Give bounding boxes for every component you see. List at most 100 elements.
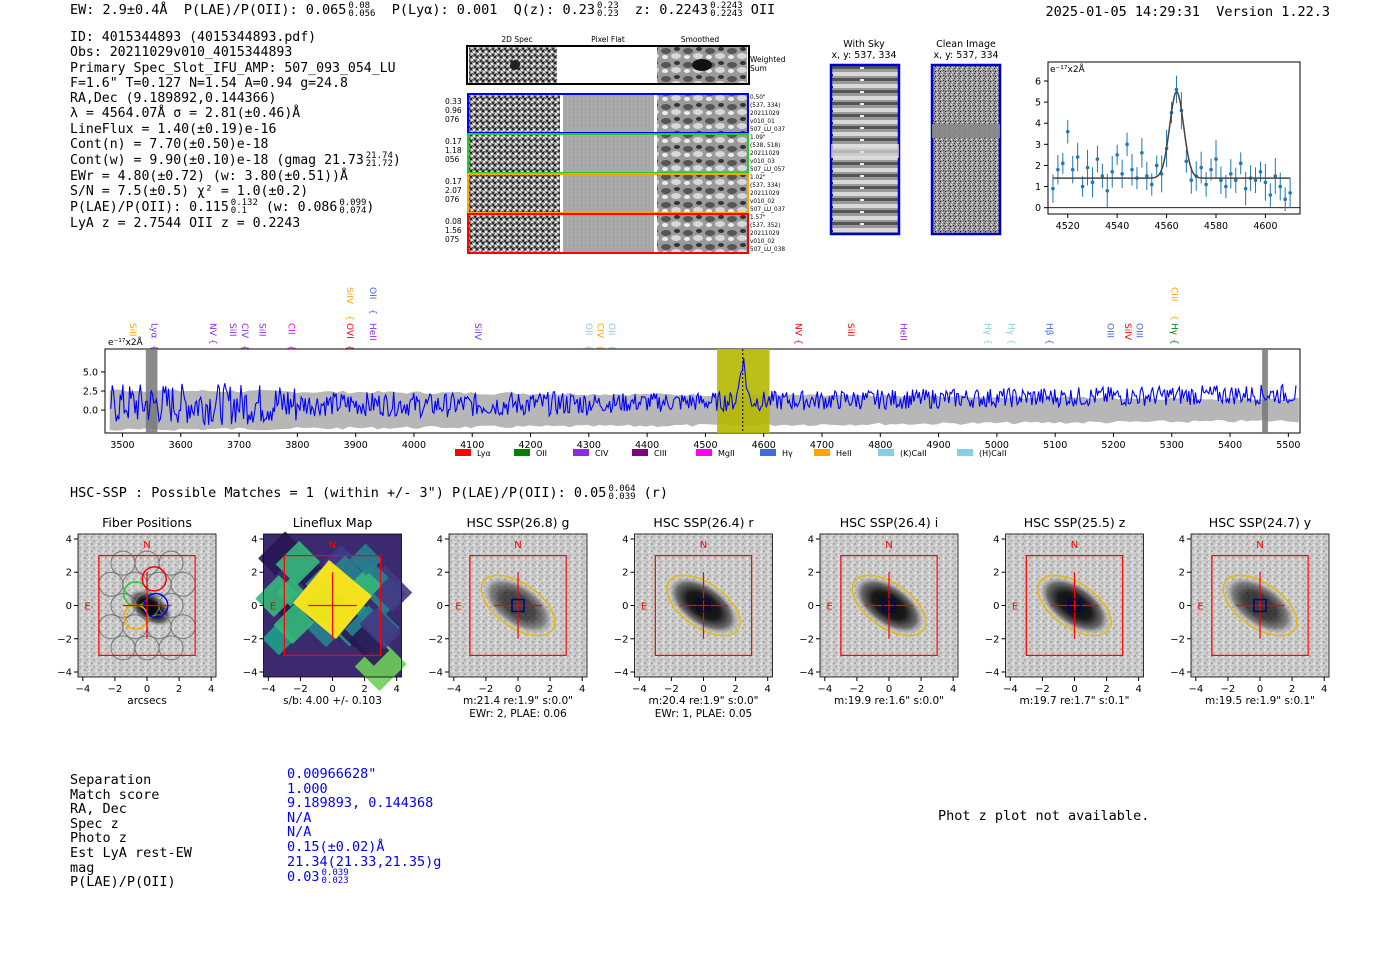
fit-data-point bbox=[1209, 167, 1213, 172]
fit-data-point bbox=[1140, 150, 1144, 155]
fit-data-point bbox=[1130, 167, 1134, 172]
svg-text:OIII: OIII bbox=[1105, 323, 1115, 338]
catalog-match-box bbox=[882, 598, 896, 613]
spectrum-x-tick-label: 5500 bbox=[1276, 440, 1300, 451]
cutout-right-label: (537, 352) bbox=[750, 223, 780, 229]
label-photo-z: Photo z bbox=[70, 830, 127, 847]
svg-text:SiII: SiII bbox=[227, 323, 237, 337]
value-lya-ew: 0.15(±0.02)Å bbox=[287, 838, 385, 855]
img-y-tick-label: −4 bbox=[614, 668, 629, 679]
img-x-tick-label: −4 bbox=[446, 684, 461, 695]
value-separation: 0.00966628" bbox=[287, 766, 377, 782]
spectrum-x-tick-label: 3900 bbox=[344, 440, 368, 451]
spectrum-x-tick-label: 5000 bbox=[985, 440, 1009, 451]
cutout-right-label: (537, 334) bbox=[750, 103, 780, 109]
fit-x-tick-label: 4580 bbox=[1204, 221, 1228, 232]
spectrum-error-band bbox=[109, 389, 1299, 431]
svg-text:{: { bbox=[583, 345, 593, 351]
img-x-tick-label: 2 bbox=[547, 684, 553, 695]
svg-text:{: { bbox=[1043, 339, 1053, 345]
img-x-tick-label: −4 bbox=[261, 684, 276, 695]
label-spec-z: Spec z bbox=[70, 815, 119, 832]
img-x-tick-label: 0 bbox=[1071, 684, 1077, 695]
cutout-right-label: 507_LU_038 bbox=[750, 247, 785, 253]
img-x-tick-label: 0 bbox=[144, 684, 150, 695]
img-x-tick-label: −2 bbox=[108, 684, 123, 695]
img-x-tick-label: 0 bbox=[515, 684, 521, 695]
img-x-tick-label: 2 bbox=[1103, 684, 1109, 695]
svg-text:OII: OII bbox=[583, 323, 593, 335]
svg-text:OII: OII bbox=[606, 323, 616, 335]
header-plae: P(LAE)/P(OII): 0.065 bbox=[183, 2, 347, 18]
svg-text:{: { bbox=[344, 315, 354, 321]
cutout-right-label: v010_02 bbox=[750, 199, 775, 205]
fit-data-point bbox=[1174, 87, 1179, 92]
header-ew: EW: 2.9±0.4Å bbox=[70, 2, 168, 18]
image-panel-caption: s/b: 4.00 +/- 0.103 bbox=[283, 695, 382, 707]
search-box bbox=[840, 555, 938, 656]
svg-text:CIV: CIV bbox=[239, 323, 249, 339]
img-x-tick-label: −2 bbox=[479, 684, 494, 695]
fit-data-point bbox=[1238, 161, 1243, 166]
header-plae-range: 0.08 0.056 bbox=[348, 1, 376, 19]
cutout-right-label: 1.02" bbox=[750, 175, 766, 181]
spectrum-x-tick-label: 4200 bbox=[518, 440, 542, 451]
legend-swatch bbox=[814, 449, 830, 456]
legend-label: (K)CaII bbox=[900, 449, 927, 458]
value-radec: 9.189893, 0.144368 bbox=[287, 795, 434, 812]
legend-swatch bbox=[632, 449, 648, 456]
hsc-band: (r) bbox=[643, 485, 669, 501]
fit-y-tick-label: 6 bbox=[1035, 77, 1041, 88]
col-header-2dspec: 2D Spec bbox=[501, 35, 532, 44]
clean-image bbox=[930, 63, 1002, 236]
fit-data-point bbox=[1110, 169, 1115, 174]
label-match-score: Match score bbox=[70, 786, 160, 803]
legend-label: CIII bbox=[654, 449, 667, 458]
legend-swatch bbox=[573, 449, 589, 456]
search-box bbox=[98, 555, 196, 656]
cutout-right-label: 507_LU_037 bbox=[750, 207, 785, 213]
svg-text:CII: CII bbox=[286, 323, 296, 335]
fit-data-point bbox=[1095, 157, 1100, 161]
img-y-tick-label: 0 bbox=[251, 601, 257, 612]
detection-info: ID: 4015344893 (4015344893.pdf) Obs: 202… bbox=[70, 30, 401, 231]
legend-label: MgII bbox=[718, 449, 735, 458]
img-y-tick-label: −2 bbox=[985, 634, 1000, 645]
cutout-row-frame bbox=[467, 213, 749, 254]
svg-text:{: { bbox=[1006, 339, 1016, 345]
img-y-tick-label: −2 bbox=[428, 634, 443, 645]
info-obs: Obs: 20211029v010_4015344893 bbox=[70, 45, 293, 61]
aperture-ellipse bbox=[1037, 574, 1112, 637]
svg-text:OIII: OIII bbox=[1134, 323, 1144, 338]
label-mag: mag bbox=[70, 859, 95, 876]
spectrum-x-tick-label: 4400 bbox=[635, 440, 659, 451]
legend-swatch bbox=[760, 449, 776, 456]
value-photo-z: N/A bbox=[287, 824, 312, 841]
label-separation: Separation bbox=[70, 772, 152, 788]
with-sky-title: With Sky bbox=[843, 39, 885, 50]
fit-y-tick-label: 1 bbox=[1035, 182, 1041, 193]
legend-swatch bbox=[696, 449, 712, 456]
fit-x-tick-label: 4540 bbox=[1105, 221, 1129, 232]
match-labels: Separation Match score RA, Dec Spec z Ph… bbox=[70, 773, 192, 890]
match-values: 0.00966628" 1.000 9.189893, 0.144368 N/A… bbox=[287, 766, 441, 886]
fit-x-tick-label: 4560 bbox=[1154, 221, 1178, 232]
label-plae: P(LAE)/P(OII) bbox=[70, 874, 176, 891]
fit-data-point bbox=[1268, 193, 1273, 197]
fit-data-point bbox=[1120, 172, 1124, 176]
header-z: z: 0.2243 bbox=[634, 2, 709, 18]
image-panel-title: HSC SSP(26.4) i bbox=[840, 515, 938, 530]
search-box bbox=[469, 555, 567, 656]
legend-swatch bbox=[455, 449, 471, 456]
img-y-tick-label: −2 bbox=[57, 634, 72, 645]
fiber-circle bbox=[110, 550, 136, 576]
aperture-ellipse bbox=[851, 574, 927, 637]
img-x-tick-label: 0 bbox=[329, 684, 335, 695]
fit-data-point bbox=[1278, 184, 1283, 189]
svg-text:{: { bbox=[793, 339, 803, 345]
fit-y-tick-label: 0 bbox=[1035, 203, 1041, 214]
img-y-tick-label: −2 bbox=[614, 634, 629, 645]
header-summary: EW: 2.9±0.4Å P(LAE)/P(OII): 0.065 0.08 0.0… bbox=[70, 1, 775, 19]
img-y-tick-label: −4 bbox=[428, 668, 443, 679]
img-x-tick-label: 0 bbox=[1257, 684, 1263, 695]
